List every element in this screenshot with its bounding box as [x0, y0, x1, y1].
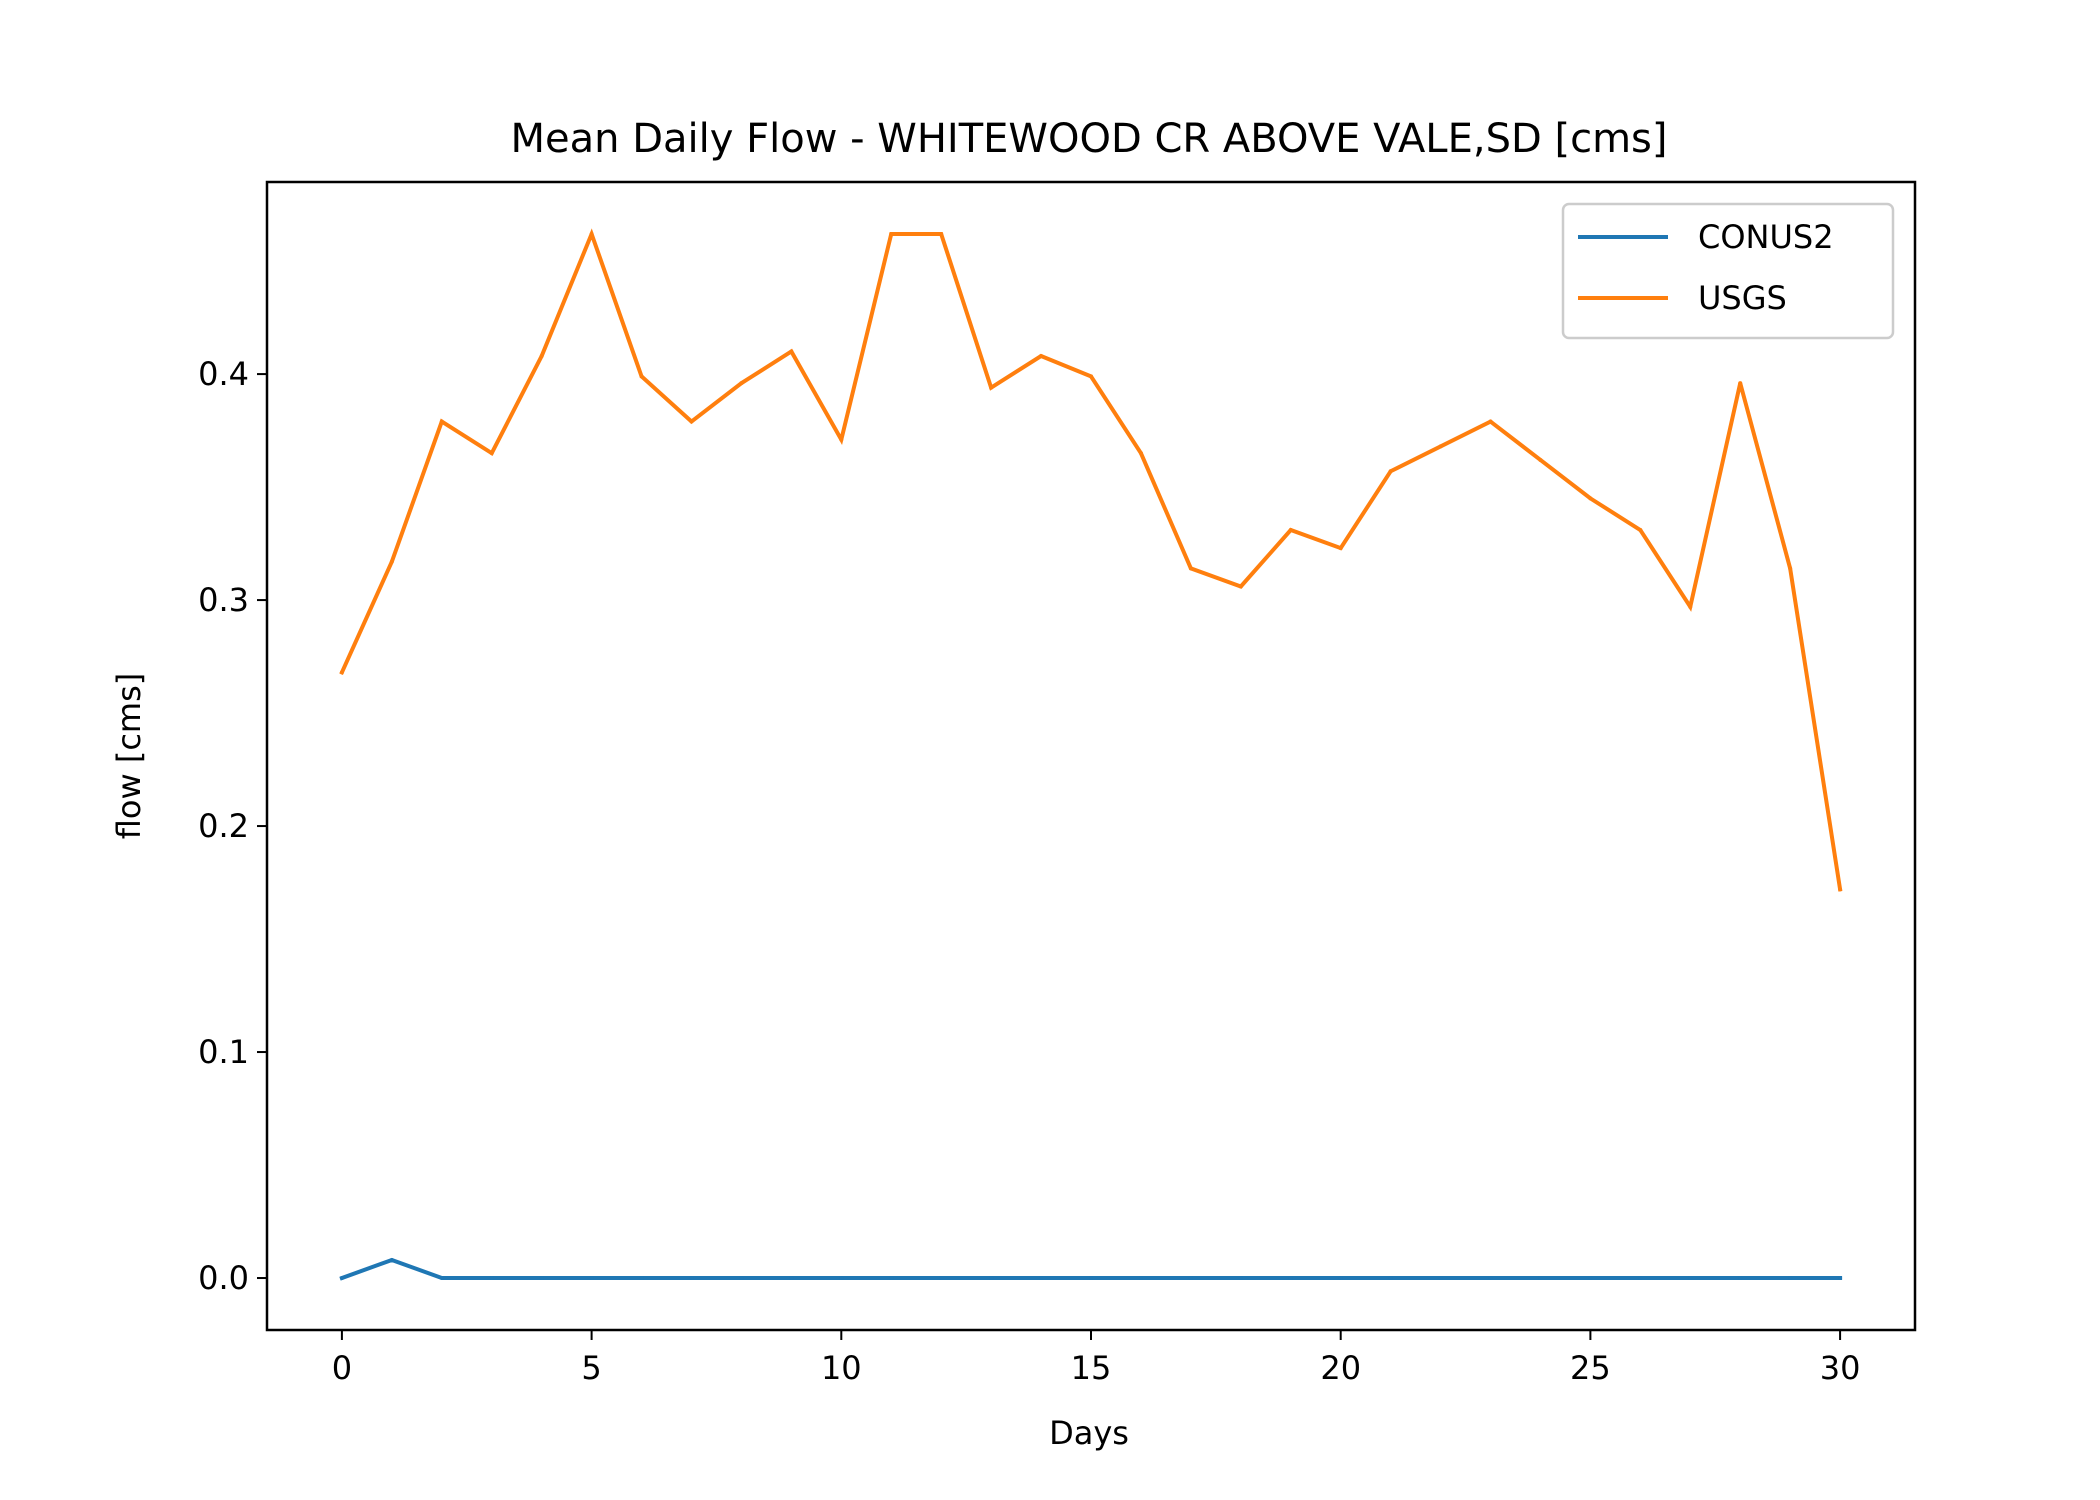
- data-point-usgs: [1039, 354, 1044, 359]
- x-axis-ticks: 0 5 10 15 20 25 30: [332, 1330, 1861, 1387]
- data-point-usgs: [1188, 566, 1193, 571]
- x-tick-label: 0: [332, 1349, 352, 1387]
- data-point-conus2: [1838, 1276, 1843, 1281]
- data-point-conus2: [739, 1276, 744, 1281]
- data-point-conus2: [639, 1276, 644, 1281]
- data-point-usgs: [339, 670, 344, 675]
- data-point-usgs: [489, 451, 494, 456]
- data-point-conus2: [1338, 1276, 1343, 1281]
- data-point-conus2: [889, 1276, 894, 1281]
- data-point-usgs: [1488, 419, 1493, 424]
- x-tick-label: 30: [1820, 1349, 1861, 1387]
- data-point-usgs: [739, 381, 744, 386]
- data-point-conus2: [1039, 1276, 1044, 1281]
- data-point-conus2: [1089, 1276, 1093, 1281]
- y-tick-label: 0.1: [198, 1033, 249, 1071]
- data-point-conus2: [1238, 1276, 1243, 1281]
- x-axis-label: Days: [1049, 1414, 1129, 1452]
- series-layer: [339, 228, 1843, 1281]
- data-point-conus2: [339, 1276, 344, 1281]
- data-point-usgs: [689, 419, 694, 424]
- data-point-usgs: [1138, 451, 1143, 456]
- legend-label-conus2: CONUS2: [1698, 218, 1834, 256]
- data-point-usgs: [1438, 444, 1443, 449]
- data-point-conus2: [1488, 1276, 1493, 1281]
- data-point-usgs: [1388, 469, 1393, 474]
- legend: CONUS2 USGS: [1561, 202, 1895, 340]
- data-point-conus2: [489, 1276, 494, 1281]
- data-point-usgs: [539, 354, 544, 359]
- data-point-conus2: [1638, 1276, 1643, 1281]
- x-tick-label: 20: [1320, 1349, 1361, 1387]
- data-point-usgs: [939, 231, 944, 236]
- data-point-usgs: [1588, 496, 1593, 501]
- data-point-conus2: [989, 1276, 994, 1281]
- data-point-usgs: [1688, 604, 1693, 609]
- data-point-usgs: [839, 437, 844, 442]
- data-point-usgs: [1638, 528, 1643, 533]
- x-tick-label: 10: [821, 1349, 862, 1387]
- data-point-usgs: [589, 231, 594, 236]
- y-tick-label: 0.0: [198, 1259, 249, 1297]
- data-point-conus2: [589, 1276, 594, 1281]
- x-tick-label: 25: [1570, 1349, 1611, 1387]
- legend-label-usgs: USGS: [1698, 279, 1787, 317]
- data-point-usgs: [889, 231, 894, 236]
- y-tick-label: 0.4: [198, 355, 249, 393]
- x-tick-label: 5: [581, 1349, 601, 1387]
- data-point-conus2: [839, 1276, 844, 1281]
- data-point-conus2: [389, 1257, 394, 1262]
- data-point-usgs: [1089, 374, 1093, 379]
- y-tick-label: 0.3: [198, 581, 249, 619]
- data-point-conus2: [1738, 1276, 1743, 1281]
- y-axis-ticks: 0.0 0.1 0.2 0.3 0.4: [198, 355, 267, 1297]
- y-tick-label: 0.2: [198, 807, 249, 845]
- data-point-usgs: [389, 559, 394, 564]
- y-axis-label: flow [cms]: [110, 673, 148, 839]
- data-point-conus2: [1788, 1276, 1793, 1281]
- data-point-conus2: [1538, 1276, 1543, 1281]
- data-point-usgs: [639, 374, 644, 379]
- data-point-usgs: [1788, 566, 1793, 571]
- data-point-usgs: [439, 419, 444, 424]
- data-point-conus2: [789, 1276, 794, 1281]
- data-point-conus2: [539, 1276, 544, 1281]
- data-point-conus2: [1588, 1276, 1593, 1281]
- data-point-usgs: [1538, 457, 1543, 462]
- data-point-usgs: [1838, 887, 1843, 892]
- data-point-conus2: [1388, 1276, 1393, 1281]
- data-point-usgs: [1238, 584, 1243, 589]
- x-tick-label: 15: [1071, 1349, 1112, 1387]
- data-point-usgs: [989, 385, 994, 390]
- data-point-conus2: [1288, 1276, 1293, 1281]
- data-point-conus2: [1138, 1276, 1143, 1281]
- data-point-usgs: [1738, 381, 1743, 386]
- data-point-conus2: [689, 1276, 694, 1281]
- data-point-conus2: [939, 1276, 944, 1281]
- data-point-usgs: [789, 349, 794, 354]
- data-point-conus2: [1688, 1276, 1693, 1281]
- data-point-conus2: [1188, 1276, 1193, 1281]
- data-point-conus2: [439, 1276, 444, 1281]
- chart-title: Mean Daily Flow - WHITEWOOD CR ABOVE VAL…: [511, 116, 1668, 162]
- data-point-usgs: [1338, 546, 1343, 551]
- data-point-conus2: [1438, 1276, 1443, 1281]
- data-point-usgs: [1288, 528, 1293, 533]
